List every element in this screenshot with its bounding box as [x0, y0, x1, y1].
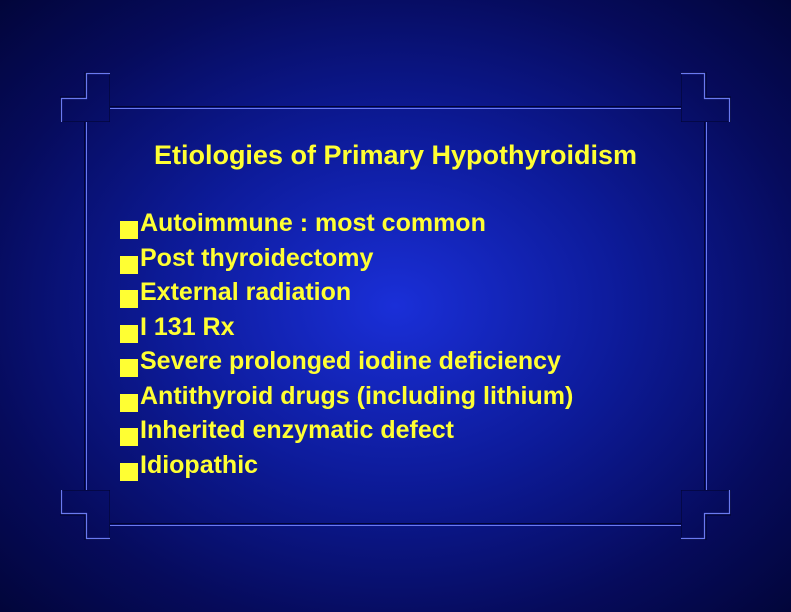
- border-line-bottom: [110, 513, 681, 516]
- list-item: Severe prolonged iodine deficiency: [120, 344, 671, 379]
- list-item-label: External radiation: [140, 275, 351, 310]
- border-line-right: [704, 122, 707, 490]
- list-item-label: Severe prolonged iodine deficiency: [140, 344, 561, 379]
- square-bullet-icon: [120, 421, 138, 439]
- list-item-label: Idiopathic: [140, 448, 258, 483]
- list-item-label: Antithyroid drugs (including lithium): [140, 379, 573, 414]
- list-item-label: Autoimmune : most common: [140, 206, 486, 241]
- list-item-label: I 131 Rx: [140, 310, 235, 345]
- corner-ornament-tl: [60, 72, 110, 122]
- list-item: Post thyroidectomy: [120, 241, 671, 276]
- square-bullet-icon: [120, 283, 138, 301]
- corner-ornament-tr: [681, 72, 731, 122]
- square-bullet-icon: [120, 456, 138, 474]
- list-item: Idiopathic: [120, 448, 671, 483]
- list-item: Antithyroid drugs (including lithium): [120, 379, 671, 414]
- square-bullet-icon: [120, 318, 138, 336]
- square-bullet-icon: [120, 249, 138, 267]
- square-bullet-icon: [120, 387, 138, 405]
- list-item: Autoimmune : most common: [120, 206, 671, 241]
- slide-title: Etiologies of Primary Hypothyroidism: [120, 140, 671, 171]
- slide-body: Autoimmune : most common Post thyroidect…: [120, 206, 671, 482]
- list-item: Inherited enzymatic defect: [120, 413, 671, 448]
- border-line-left: [84, 122, 87, 490]
- list-item-label: Post thyroidectomy: [140, 241, 373, 276]
- corner-ornament-bl: [60, 490, 110, 540]
- list-item: I 131 Rx: [120, 310, 671, 345]
- list-item: External radiation: [120, 275, 671, 310]
- list-item-label: Inherited enzymatic defect: [140, 413, 454, 448]
- square-bullet-icon: [120, 352, 138, 370]
- slide: Etiologies of Primary Hypothyroidism Aut…: [0, 0, 791, 612]
- square-bullet-icon: [120, 214, 138, 232]
- corner-ornament-br: [681, 490, 731, 540]
- border-line-top: [110, 96, 681, 99]
